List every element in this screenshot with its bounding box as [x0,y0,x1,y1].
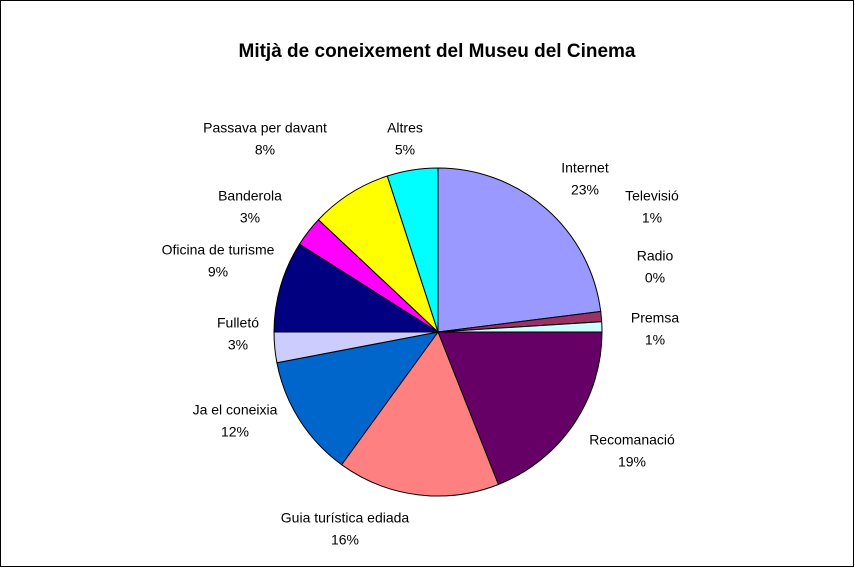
slice-label: Guia turística ediada [281,510,410,526]
slice-label: Passava per davant [203,120,327,136]
slice-value-label: 19% [618,454,646,470]
pie [273,167,603,497]
labels: Internet 23% Televisió 1% Radio 0% Premsa 1% Rec… [162,120,680,548]
slice-label: Altres [387,120,423,136]
slice-label: Banderola [218,188,282,204]
slice-label: Oficina de turisme [162,242,275,258]
slice-label: Televisió [625,188,679,204]
slice-label: Radio [637,248,674,264]
slice-label: Internet [561,160,609,176]
slice-label: Ja el coneixia [193,402,278,418]
pie-slice [437,331,603,486]
slice-label: Premsa [631,310,679,326]
slice-value-label: 9% [208,264,228,280]
slice-value-label: 1% [645,332,665,348]
pie-slice [273,243,440,333]
pie-slice [437,167,602,333]
pie-slice [276,331,440,466]
pie-slice [386,167,439,333]
slice-label: Fulletó [217,315,259,331]
slice-value-label: 8% [255,142,275,158]
slice-value-label: 3% [228,337,248,353]
slice-value-label: 12% [221,424,249,440]
slice-value-label: 16% [331,532,359,548]
slice-value-label: 3% [240,210,260,226]
slice-value-label: 0% [645,270,665,286]
chart-title: Mitjà de coneixement del Museu del Cinem… [239,41,636,62]
pie-slice [340,330,500,497]
slice-label: Recomanació [589,432,675,448]
slice-value-label: 5% [395,142,415,158]
slice-value-label: 23% [571,182,599,198]
slice-value-label: 1% [642,210,662,226]
